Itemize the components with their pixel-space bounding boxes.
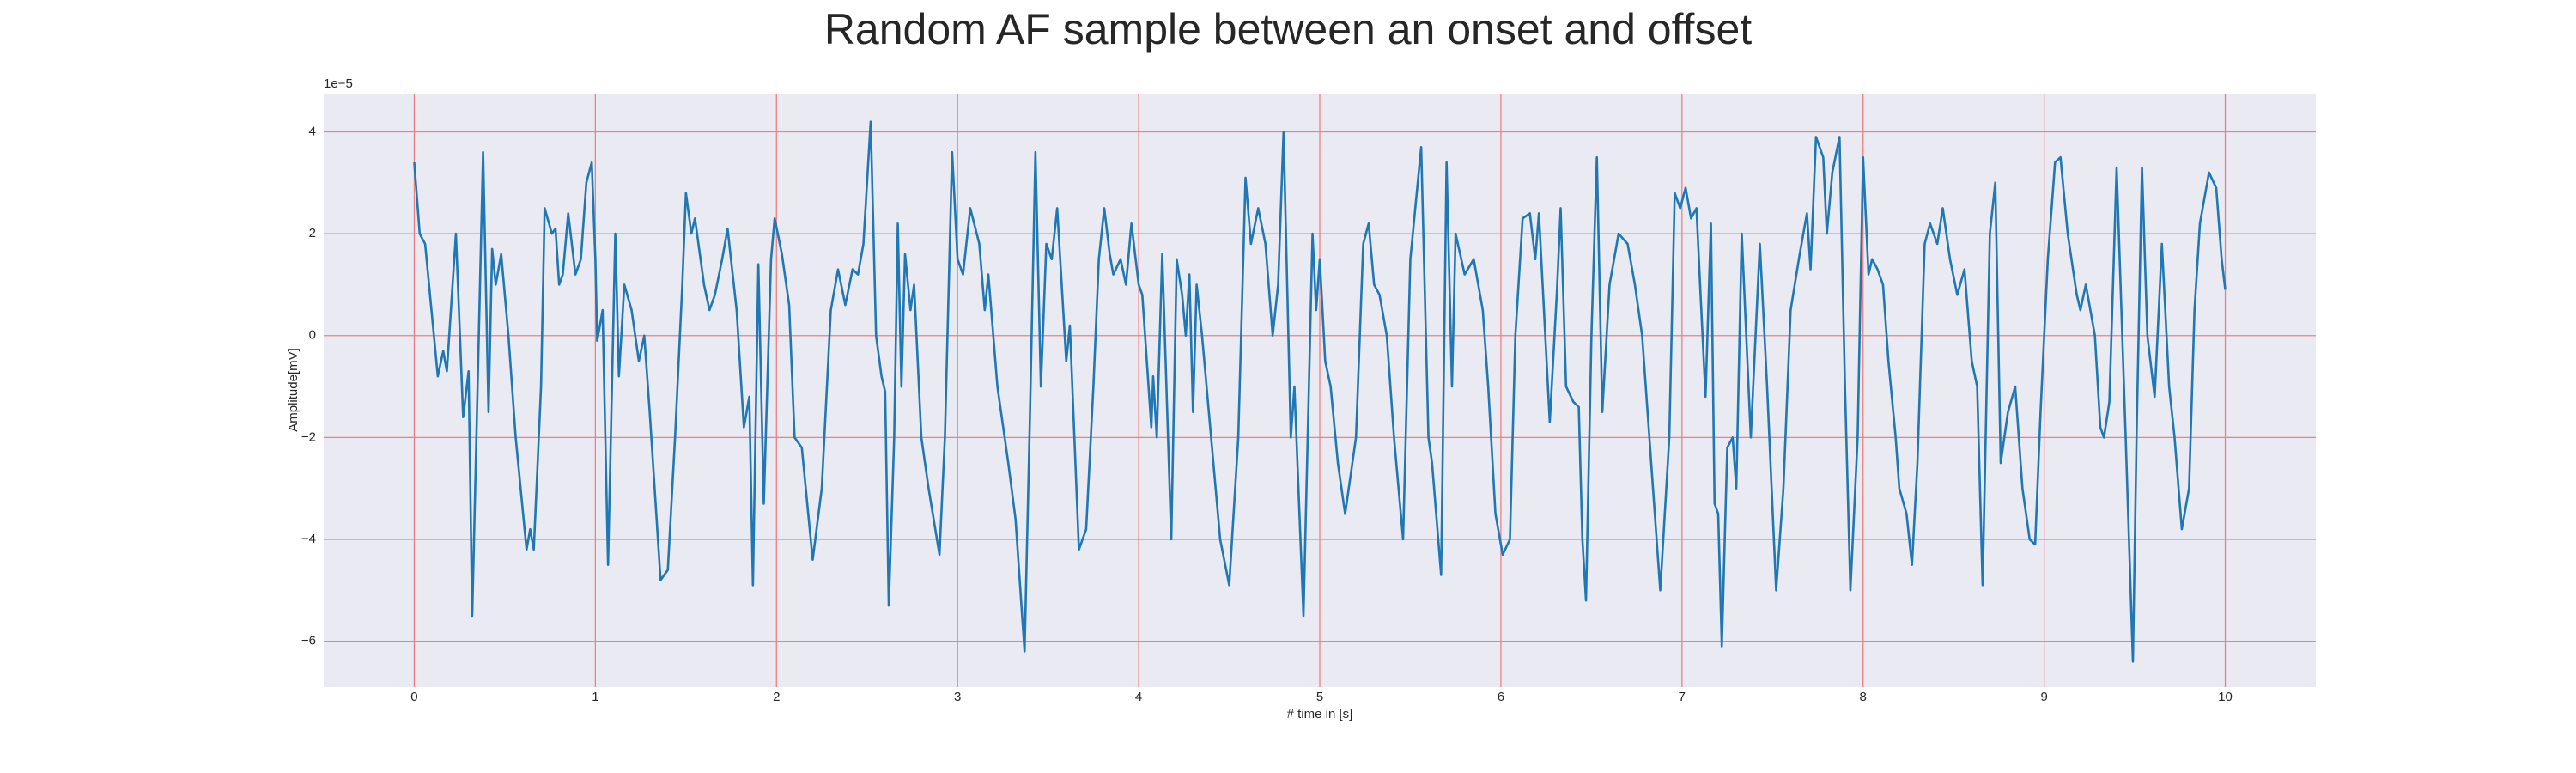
x-tick-label: 2	[773, 690, 780, 704]
chart-title: Random AF sample between an onset and of…	[824, 5, 1752, 53]
y-offset-label: 1e−5	[324, 76, 353, 91]
data	[413, 120, 2227, 663]
y-tick-label: −2	[301, 429, 316, 444]
x-axis-label: # time in [s]	[1287, 707, 1353, 721]
x-tick-label: 0	[410, 690, 417, 704]
x-tick-label: 7	[1679, 690, 1686, 704]
signal-line	[413, 120, 2227, 663]
y-tick-label: −6	[301, 634, 316, 648]
x-tick-label: 4	[1135, 690, 1142, 704]
y-tick-label: 0	[309, 328, 316, 343]
x-tick-label: 8	[1860, 690, 1867, 704]
y-tick-label: −4	[301, 532, 316, 546]
x-tick-label: 5	[1316, 690, 1323, 704]
y-tick-label: 2	[309, 226, 316, 240]
y-tick-label: 4	[309, 124, 316, 138]
x-tick-label: 9	[2040, 690, 2047, 704]
x-tick-label: 10	[2218, 690, 2233, 704]
x-tick-label: 6	[1498, 690, 1504, 704]
x-tick-label: 3	[954, 690, 961, 704]
y-axis-label: Amplitude[mV]	[286, 348, 301, 432]
x-tick-label: 1	[592, 690, 598, 704]
